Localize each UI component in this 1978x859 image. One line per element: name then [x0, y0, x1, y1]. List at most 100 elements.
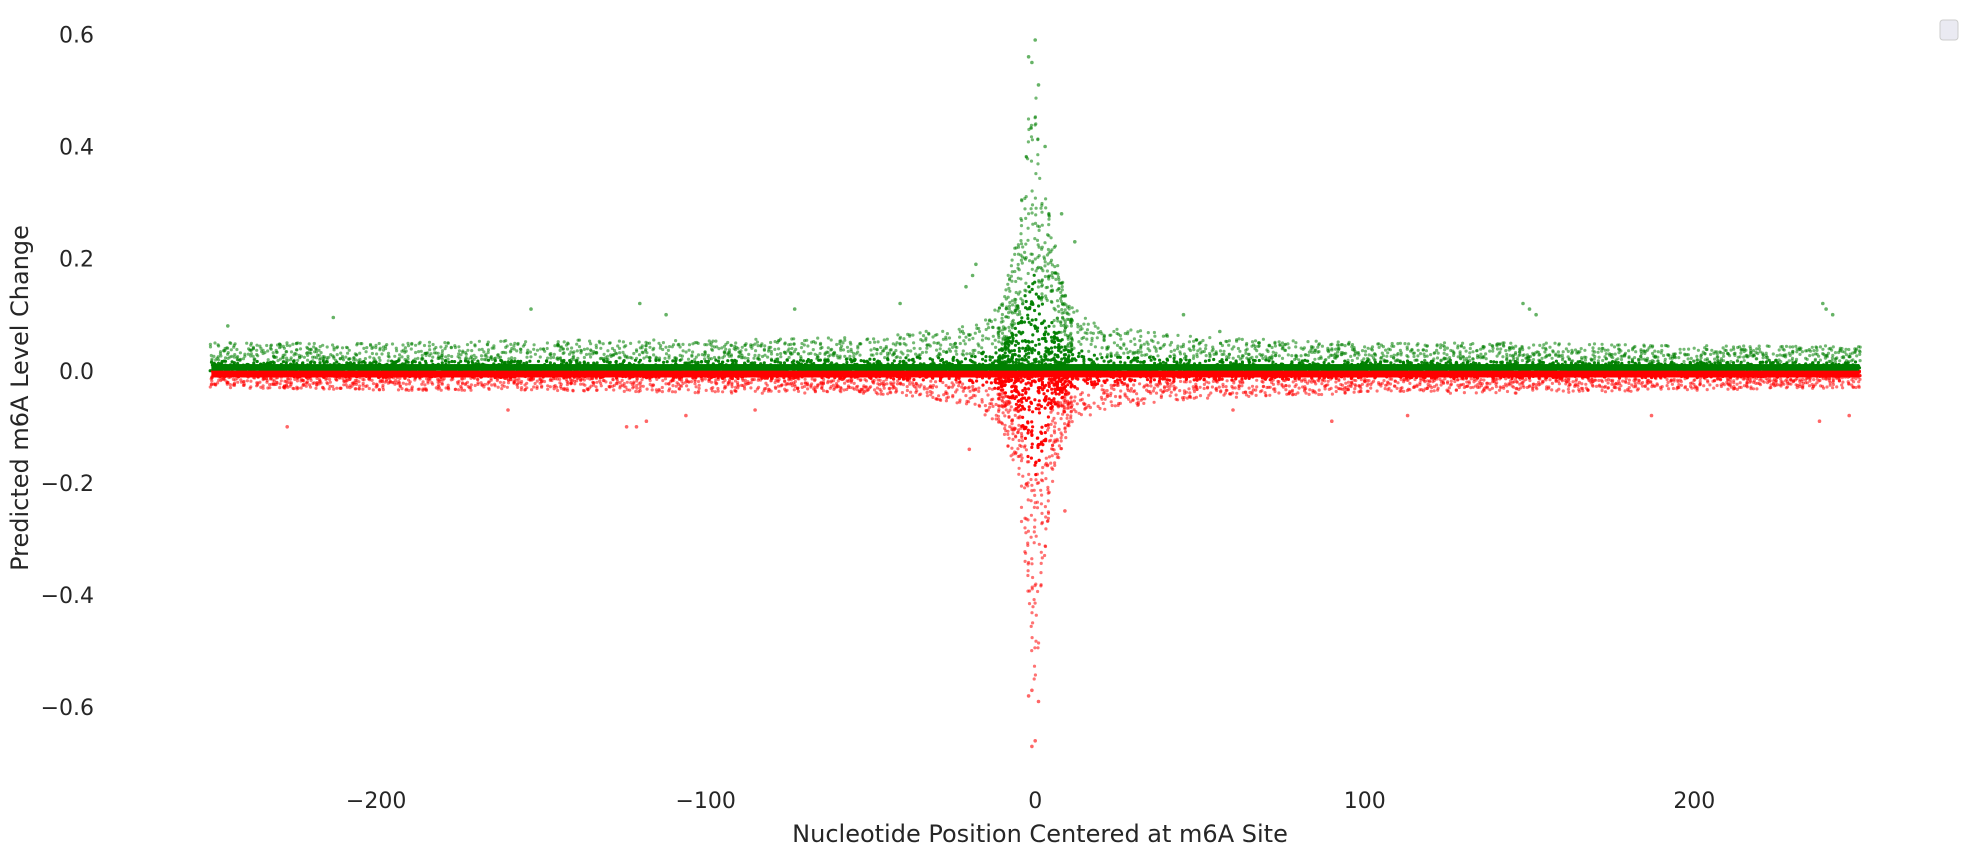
positive-point	[1069, 350, 1073, 354]
positive-point	[1142, 360, 1146, 364]
positive-point	[575, 349, 579, 353]
positive-point	[352, 358, 356, 362]
positive-point	[784, 351, 788, 355]
positive-point	[307, 348, 311, 352]
positive-point	[521, 344, 526, 348]
positive-point	[712, 345, 717, 349]
positive-point	[1300, 359, 1304, 363]
positive-point	[1461, 341, 1465, 345]
positive-point	[1220, 352, 1224, 357]
positive-point	[624, 344, 628, 348]
positive-point	[1013, 326, 1018, 330]
positive-point	[667, 354, 671, 358]
positive-point	[937, 351, 941, 355]
positive-point	[331, 343, 335, 347]
positive-point	[509, 342, 513, 346]
positive-point	[657, 341, 661, 345]
positive-point	[1532, 343, 1536, 347]
positive-point	[1026, 226, 1030, 230]
positive-point	[954, 349, 958, 353]
positive-point	[1034, 96, 1038, 100]
positive-point	[1791, 345, 1795, 349]
positive-point	[659, 344, 663, 348]
positive-point	[432, 351, 437, 355]
positive-point	[1052, 318, 1056, 323]
positive-point	[743, 361, 747, 365]
positive-point	[466, 348, 470, 352]
positive-point	[1040, 223, 1044, 227]
positive-point	[519, 359, 523, 363]
positive-point	[1034, 172, 1038, 176]
positive-point	[1222, 349, 1226, 353]
positive-point	[321, 343, 325, 347]
data-points	[208, 38, 1862, 749]
positive-point	[1204, 354, 1208, 358]
positive-point	[450, 359, 454, 364]
positive-point	[1006, 354, 1010, 358]
positive-point	[589, 342, 593, 346]
positive-point	[799, 356, 803, 360]
positive-point	[325, 345, 329, 349]
positive-point	[317, 353, 321, 357]
positive-point	[802, 343, 806, 347]
positive-point	[1377, 345, 1381, 349]
positive-point	[1432, 357, 1436, 361]
positive-point	[1333, 356, 1337, 360]
positive-point	[556, 343, 560, 347]
positive-point	[1030, 211, 1034, 215]
positive-point	[271, 351, 275, 355]
positive-point	[1553, 341, 1557, 345]
positive-point	[1201, 338, 1205, 343]
positive-point	[944, 360, 949, 364]
positive-point	[486, 358, 491, 362]
positive-point	[1227, 355, 1231, 360]
positive-point	[1118, 345, 1122, 350]
positive-point	[948, 349, 953, 353]
positive-point	[513, 359, 517, 363]
positive-point	[879, 345, 883, 350]
positive-point	[720, 346, 724, 350]
positive-point	[994, 351, 998, 355]
positive-point	[1230, 347, 1234, 351]
positive-point	[1253, 344, 1257, 348]
positive-point	[589, 355, 593, 359]
positive-point	[997, 334, 1001, 338]
positive-point	[1436, 351, 1440, 355]
positive-point	[1653, 349, 1657, 353]
positive-point	[997, 340, 1001, 344]
positive-point	[485, 342, 489, 346]
positive-point	[1062, 353, 1066, 357]
positive-point	[1471, 342, 1475, 346]
positive-point	[416, 356, 420, 360]
positive-point	[1363, 349, 1368, 353]
positive-point	[1561, 350, 1565, 354]
positive-point	[1023, 294, 1027, 298]
positive-point	[722, 354, 727, 358]
positive-point	[1013, 343, 1018, 347]
positive-point	[1816, 361, 1820, 365]
positive-point	[1793, 360, 1797, 364]
positive-point	[1501, 355, 1505, 359]
positive-point	[1140, 353, 1144, 357]
positive-point	[898, 360, 902, 364]
positive-point	[1033, 115, 1037, 119]
positive-point	[1352, 348, 1356, 352]
positive-point	[1204, 347, 1208, 351]
positive-point	[1381, 345, 1385, 349]
positive-point	[691, 350, 695, 354]
positive-point	[734, 341, 738, 345]
positive-point	[883, 356, 887, 360]
positive-point	[1245, 341, 1249, 346]
positive-point	[1045, 269, 1049, 273]
positive-point	[831, 351, 836, 355]
positive-point	[1067, 354, 1071, 358]
positive-point	[1148, 349, 1152, 353]
positive-point	[862, 359, 866, 363]
positive-point	[1495, 347, 1500, 351]
positive-point	[1029, 135, 1034, 139]
positive-point	[579, 349, 584, 353]
positive-point	[1273, 354, 1278, 358]
positive-point	[1124, 347, 1129, 351]
positive-point	[1036, 255, 1040, 259]
positive-point	[1543, 350, 1547, 354]
